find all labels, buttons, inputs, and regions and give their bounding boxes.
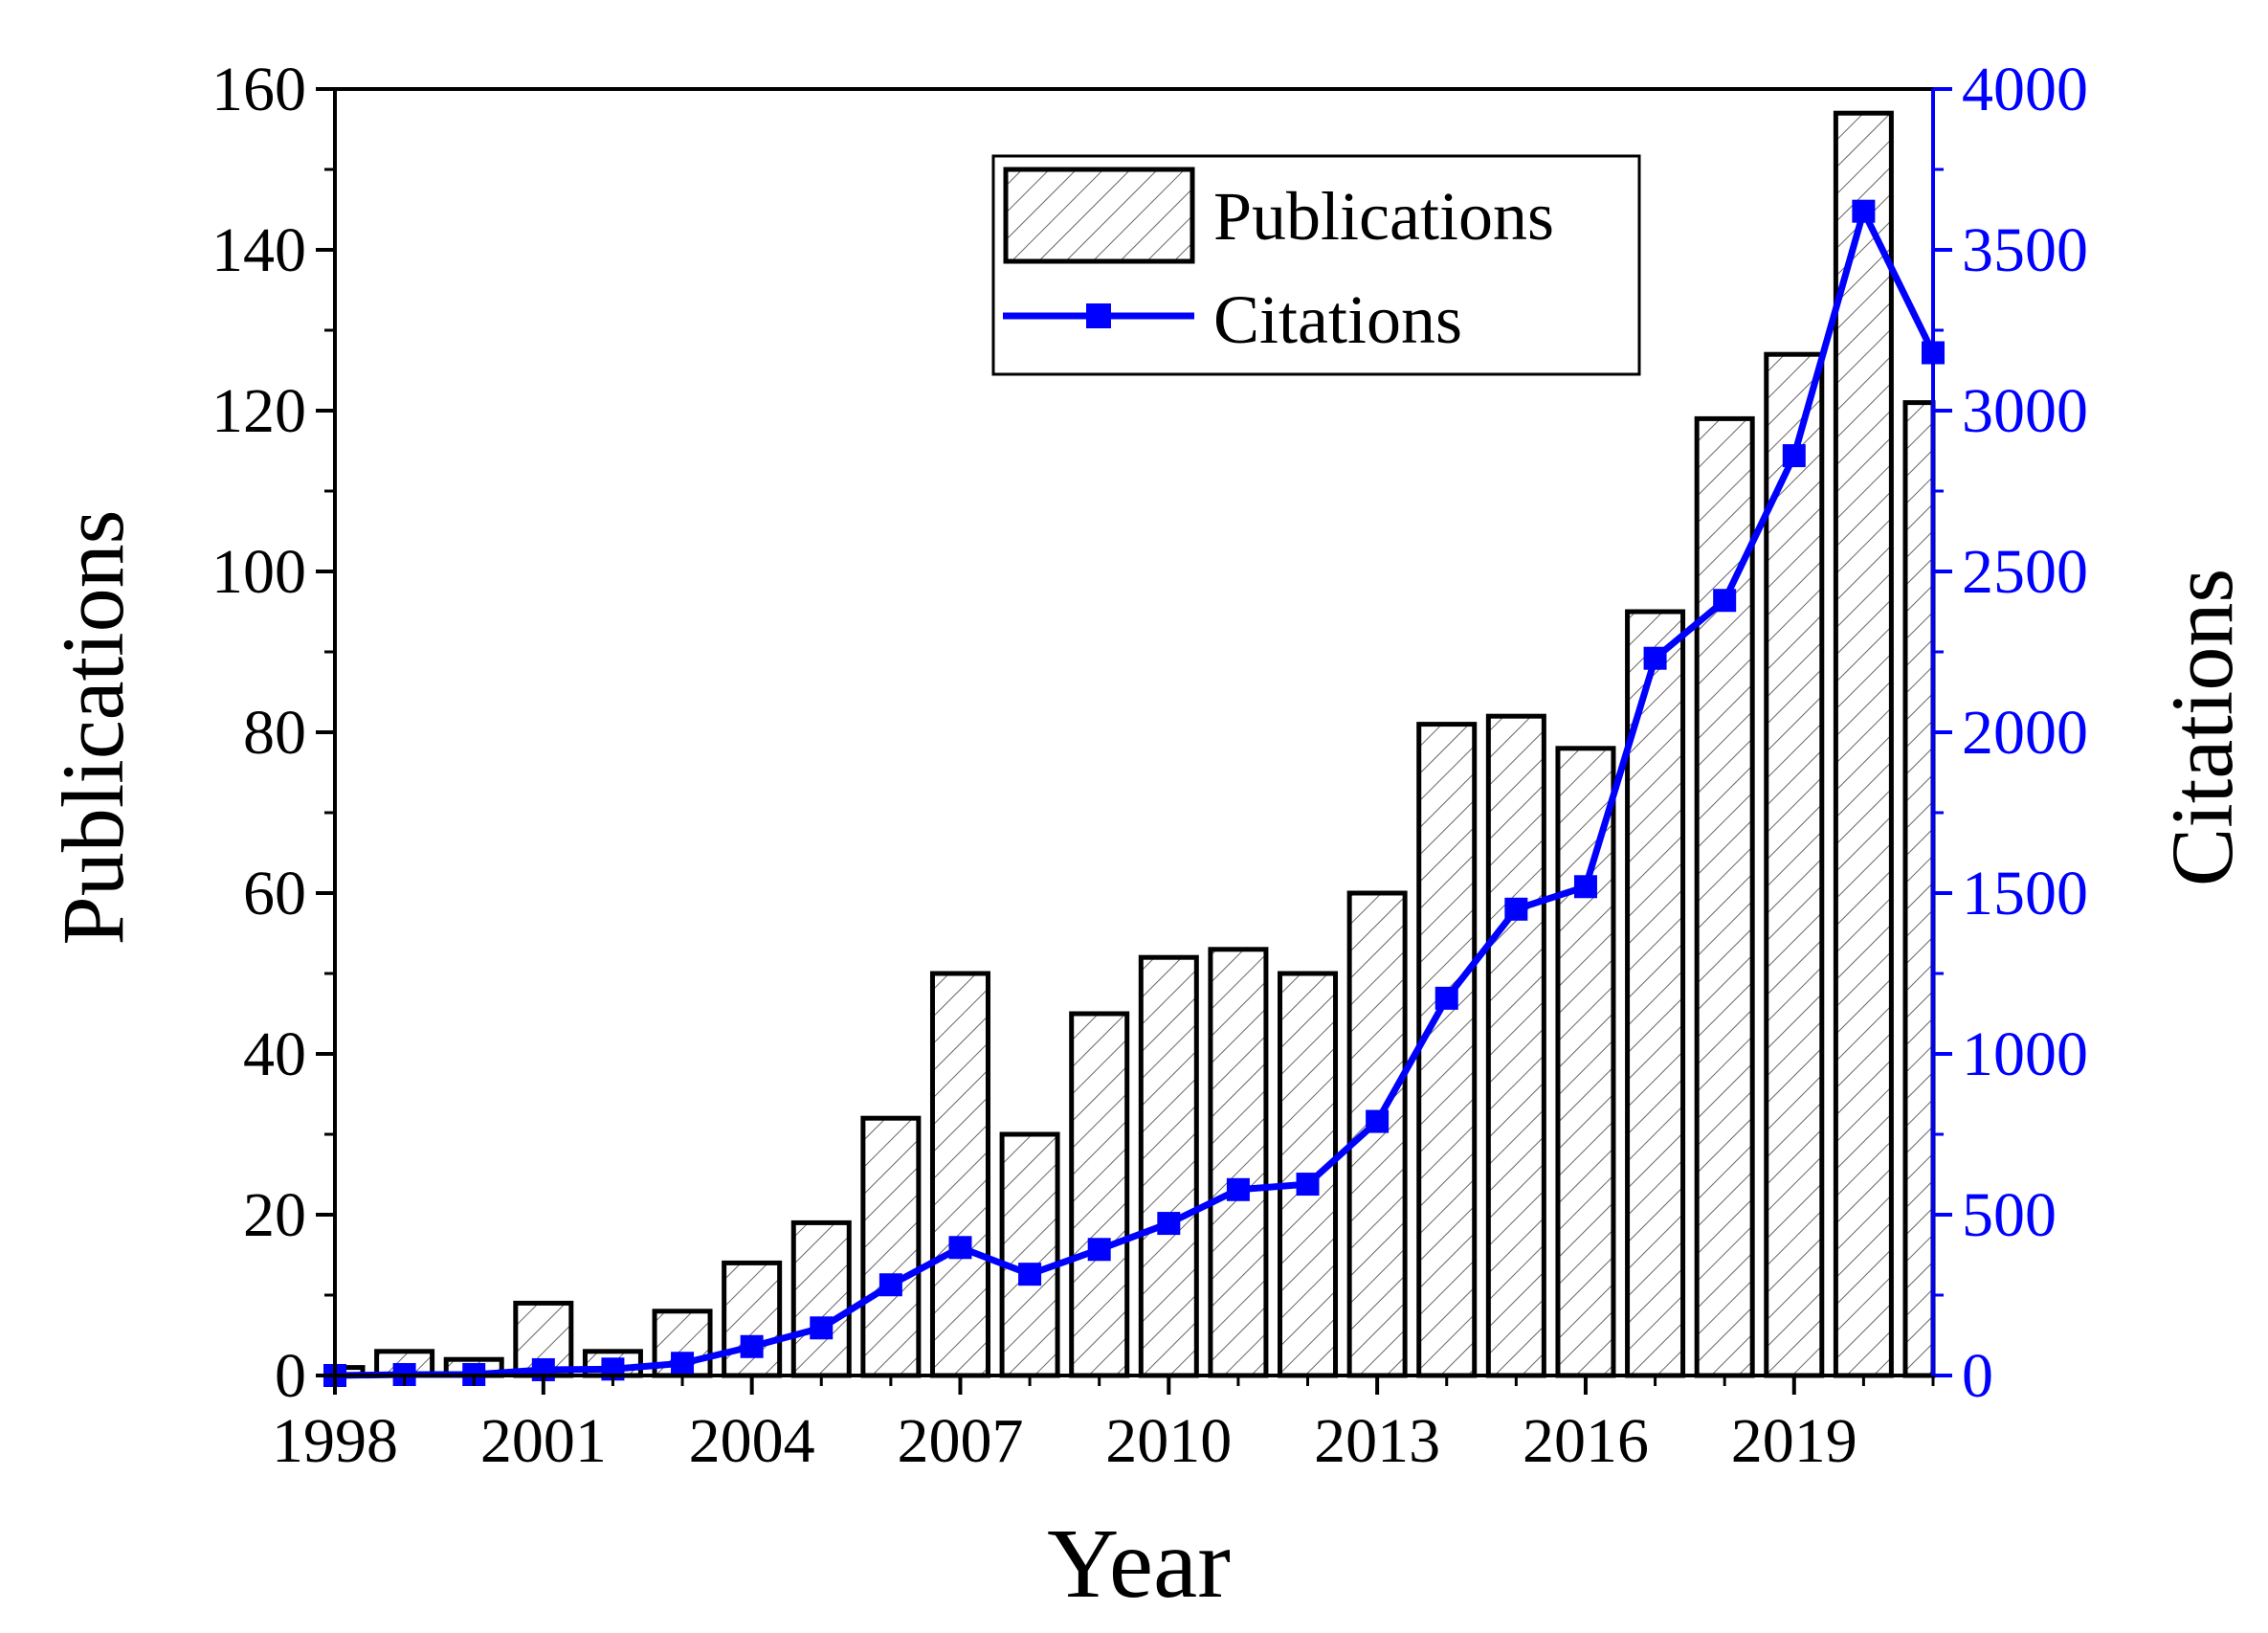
y2-tick-label-2500: 2500 xyxy=(1962,537,2088,607)
citations-point-2003 xyxy=(671,1352,695,1376)
citations-line-layer xyxy=(323,199,1945,1387)
citations-point-2019 xyxy=(1782,444,1806,468)
y2-tick-label-500: 500 xyxy=(1962,1180,2057,1250)
x-tick-label-2007: 2007 xyxy=(897,1406,1023,1476)
x-tick-label-2001: 2001 xyxy=(480,1406,607,1476)
bar-publications-2014 xyxy=(1416,722,1478,1378)
legend-publications-label: Publications xyxy=(1213,178,1554,255)
bar-publications-2005 xyxy=(790,1219,852,1378)
bar-publications-2016 xyxy=(1555,746,1616,1378)
legend: Publications Citations xyxy=(991,154,1641,376)
bar-publications-2020 xyxy=(1833,110,1894,1378)
y2-tick-label-2000: 2000 xyxy=(1962,698,2088,768)
y-tick-label-160: 160 xyxy=(211,55,306,124)
bar-publications-2007 xyxy=(929,971,990,1378)
x-tick-label-2004: 2004 xyxy=(689,1406,815,1476)
y2-tick-label-0: 0 xyxy=(1962,1341,1993,1411)
citations-point-2011 xyxy=(1226,1177,1250,1201)
bar-publications-2006 xyxy=(860,1115,922,1378)
citations-point-2009 xyxy=(1087,1238,1111,1262)
citations-point-2013 xyxy=(1366,1109,1390,1133)
citations-point-2018 xyxy=(1713,589,1737,613)
legend-publications-swatch xyxy=(1003,167,1195,264)
bar-publications-2008 xyxy=(999,1131,1060,1378)
y2-tick-label-4000: 4000 xyxy=(1962,55,2088,124)
y2-tick-label-3500: 3500 xyxy=(1962,215,2088,285)
y-tick-label-140: 140 xyxy=(211,215,306,285)
legend-citations-marker xyxy=(1086,303,1111,328)
axes-layer: 0 20 40 60 80 100 120 140 160 0 500 1000 1500 2000 250… xyxy=(211,55,2088,1476)
citations-point-2014 xyxy=(1434,986,1458,1010)
citations-point-2015 xyxy=(1504,897,1528,921)
legend-citations-label: Citations xyxy=(1213,281,1462,358)
y-tick-label-20: 20 xyxy=(243,1180,306,1250)
citations-point-2020 xyxy=(1852,199,1876,223)
citations-point-2005 xyxy=(810,1316,834,1340)
citations-line xyxy=(334,208,1937,1379)
bar-publications-2021 xyxy=(1902,400,1936,1378)
bar-publications-2017 xyxy=(1625,609,1686,1378)
x-tick-label-2013: 2013 xyxy=(1314,1406,1440,1476)
y-tick-label-0: 0 xyxy=(275,1341,306,1411)
y-axis-title: Publications xyxy=(44,510,142,946)
x-axis-title: Year xyxy=(1047,1509,1231,1619)
citations-point-2010 xyxy=(1157,1212,1181,1236)
bar-publications-2011 xyxy=(1208,947,1269,1378)
y-tick-label-80: 80 xyxy=(243,698,306,768)
x-tick-label-1998: 1998 xyxy=(272,1406,398,1476)
bar-publications-2019 xyxy=(1764,351,1825,1378)
citations-point-2017 xyxy=(1643,646,1667,670)
citations-point-2012 xyxy=(1296,1173,1320,1197)
y2-tick-label-3000: 3000 xyxy=(1962,376,2088,446)
y-tick-label-40: 40 xyxy=(243,1019,306,1089)
bar-publications-2004 xyxy=(722,1260,783,1378)
bar-publications-2009 xyxy=(1069,1011,1130,1378)
x-tick-label-2016: 2016 xyxy=(1523,1406,1649,1476)
y2-tick-label-1000: 1000 xyxy=(1962,1019,2088,1089)
citations-point-2008 xyxy=(1018,1263,1042,1286)
bar-publications-2018 xyxy=(1694,415,1755,1378)
y2-axis-title: Citations xyxy=(2153,569,2251,886)
x-tick-label-2019: 2019 xyxy=(1731,1406,1857,1476)
bars-layer xyxy=(332,110,1936,1378)
citations-point-2016 xyxy=(1573,875,1597,899)
bar-publications-2015 xyxy=(1485,713,1546,1378)
bar-publications-2010 xyxy=(1138,954,1199,1378)
y-tick-label-60: 60 xyxy=(243,859,306,928)
citations-point-2004 xyxy=(740,1334,764,1358)
x-tick-label-2010: 2010 xyxy=(1105,1406,1232,1476)
y2-tick-label-1500: 1500 xyxy=(1962,859,2088,928)
citations-point-2006 xyxy=(878,1273,902,1297)
citations-point-2007 xyxy=(948,1236,972,1260)
bar-publications-2013 xyxy=(1346,890,1408,1378)
y-tick-label-120: 120 xyxy=(211,376,306,446)
y-tick-label-100: 100 xyxy=(211,537,306,607)
